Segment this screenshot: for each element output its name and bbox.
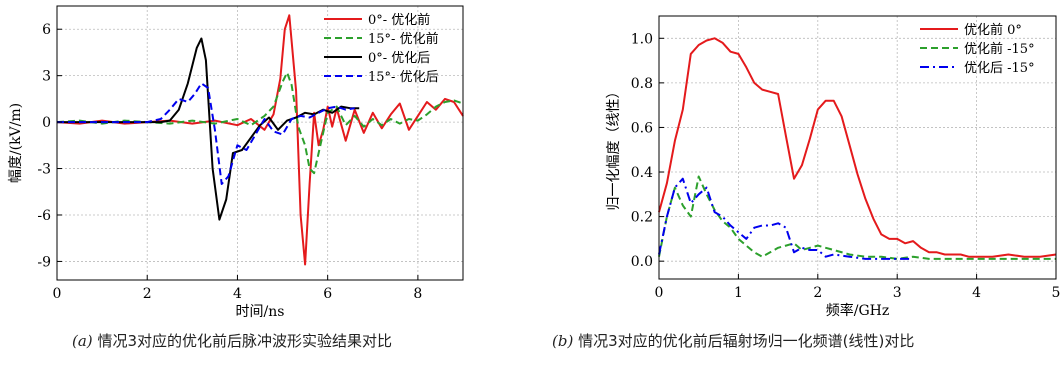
chart-a-legend: 0°- 优化前 15°- 优化前 0°- 优化后 15°- 优化后 <box>324 12 439 85</box>
chart-a-series-2-line <box>57 37 360 221</box>
chart-a-xtick-label-4: 8 <box>413 286 422 302</box>
caption-a-tag: (a) <box>72 332 93 350</box>
caption-b-text: 情况3对应的优化前后辐射场归一化频谱(线性)对比 <box>578 332 915 350</box>
chart-b-legend-label-2: 优化后 -15° <box>964 61 1035 76</box>
chart-a-xtick-label-1: 2 <box>143 286 152 302</box>
caption-b: (b) 情况3对应的优化前后辐射场归一化频谱(线性)对比 <box>552 330 914 351</box>
chart-a-legend-label-2: 0°- 优化后 <box>368 51 430 66</box>
chart-b-ytick-label-5: 1.0 <box>631 31 653 47</box>
chart-b-xtick-label-2: 2 <box>813 285 822 301</box>
chart-a-xtick-label-3: 6 <box>323 286 332 302</box>
chart-a-xtick-label-2: 4 <box>233 286 242 302</box>
chart-b-xlabel: 频率/GHz <box>826 302 890 319</box>
chart-b-xtick-label-0: 0 <box>655 285 664 301</box>
chart-a-ytick-label-4: 3 <box>42 69 51 85</box>
chart-a-plot-frame <box>56 5 464 281</box>
chart-a-series-1-line <box>56 71 464 175</box>
chart-b-legend-label-0: 优化前 0° <box>964 22 1022 38</box>
chart-b-plot-frame <box>658 15 1057 280</box>
chart-b-series-1-line <box>658 175 1056 260</box>
chart-b-legend: 优化前 0° 优化前 -15° 优化后 -15° <box>920 22 1035 76</box>
chart-b-legend-label-1: 优化前 -15° <box>964 41 1035 57</box>
chart-a-ytick-label-0: -9 <box>37 254 51 270</box>
chart-b-xtick-label-4: 4 <box>972 285 981 301</box>
chart-b-xtick-label-5: 5 <box>1052 285 1061 301</box>
chart-a-legend-label-0: 0°- 优化前 <box>368 12 430 28</box>
chart-b-ytick-label-0: 0.0 <box>631 254 653 270</box>
chart-b-xtick-label-1: 1 <box>734 285 743 301</box>
chart-a-series-3-line <box>57 82 355 185</box>
chart-a-legend-label-3: 15°- 优化后 <box>368 70 439 85</box>
caption-a: (a) 情况3对应的优化前后脉冲波形实验结果对比 <box>72 330 392 351</box>
chart-a-ylabel: 幅度/(kV/m) <box>8 103 24 183</box>
chart-b-ylabel: 归一化幅度（线性） <box>605 85 622 211</box>
chart-a-ytick-label-5: 6 <box>42 22 51 38</box>
chart-a-xlabel: 时间/ns <box>236 304 285 320</box>
caption-b-tag: (b) <box>552 332 574 350</box>
chart-b-ytick-label-4: 0.8 <box>631 76 653 92</box>
chart-b-ytick-label-3: 0.6 <box>631 120 653 136</box>
chart-a-waveform: 0 2 4 6 8 -9 -6 -3 0 3 6 时间/ns 幅度/(kV/m) 0°- 优化前 15°- … <box>8 5 464 320</box>
caption-a-text: 情况3对应的优化前后脉冲波形实验结果对比 <box>97 332 392 350</box>
chart-a-ytick-label-1: -6 <box>37 208 51 224</box>
chart-a-ytick-label-2: -3 <box>37 162 51 178</box>
chart-b-ytick-label-2: 0.4 <box>631 165 653 181</box>
chart-b-ytick-label-1: 0.2 <box>631 210 653 226</box>
chart-b-xtick-label-3: 3 <box>893 285 902 301</box>
chart-a-legend-label-1: 15°- 优化前 <box>368 31 439 47</box>
chart-b-series-2-line <box>658 177 914 260</box>
chart-b-spectrum: 0 1 2 3 4 5 0.0 0.2 0.4 0.6 0.8 1.0 频率/GHz 归一化幅度（线性） 优… <box>605 15 1061 319</box>
chart-a-ytick-label-3: 0 <box>42 115 51 131</box>
chart-a-xtick-label-0: 0 <box>53 286 62 302</box>
chart-b-series-0-line <box>658 37 1057 258</box>
